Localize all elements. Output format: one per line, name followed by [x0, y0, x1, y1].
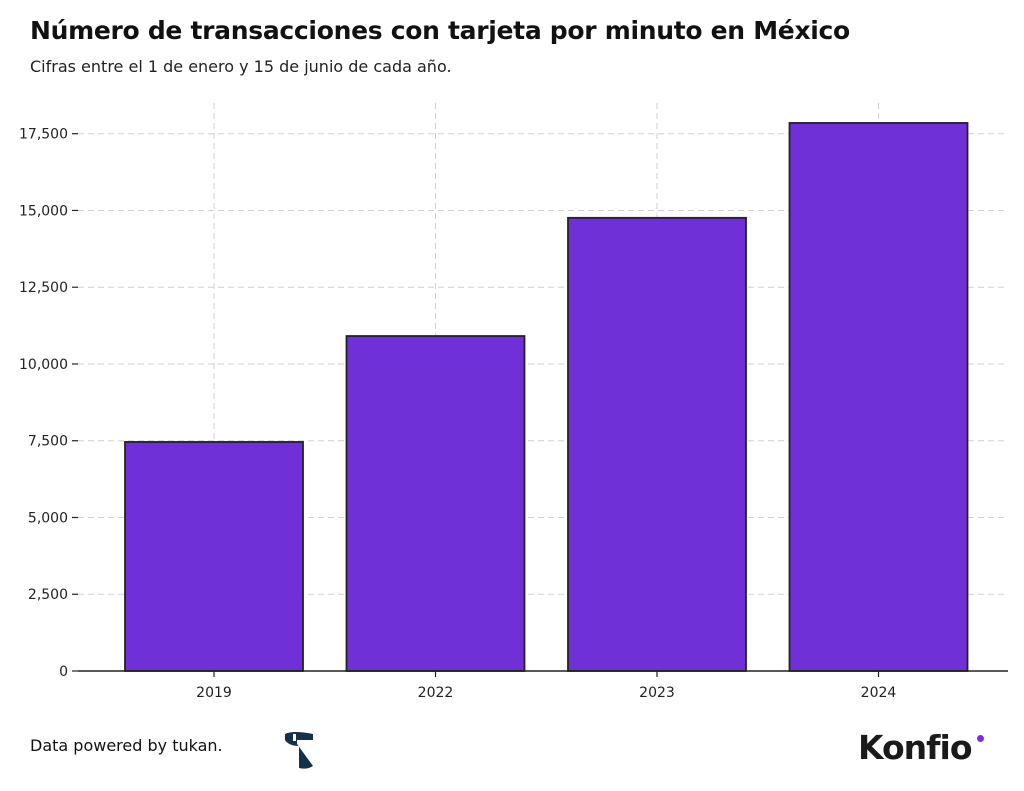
x-tick-label: 2023	[639, 685, 675, 701]
y-tick-label: 7,500	[28, 434, 68, 450]
chart-subtitle: Cifras entre el 1 de enero y 15 de junio…	[30, 57, 452, 76]
bars	[124, 122, 969, 672]
y-tick-label: 17,500	[19, 127, 68, 143]
y-tick-label: 2,500	[28, 587, 68, 603]
bar-2022	[345, 335, 526, 672]
y-tick-label: 15,000	[19, 203, 68, 219]
y-tick-label: 5,000	[28, 510, 68, 526]
y-tick-label: 0	[59, 664, 68, 680]
bar-2023	[567, 216, 747, 672]
konfio-logo: Konfio	[858, 728, 972, 767]
konfio-logo-dot	[977, 735, 984, 742]
bar-2019	[124, 441, 304, 672]
x-tick-label: 2019	[196, 685, 232, 701]
axes: 0 2,500 5,000 7,500 10,000 12,500 15,000 17,500…	[19, 127, 1008, 701]
bar-2024	[788, 122, 969, 672]
x-tick-label: 2024	[861, 685, 897, 701]
y-tick-label: 10,000	[19, 357, 68, 373]
x-tick-label: 2022	[418, 685, 454, 701]
data-credit: Data powered by tukan.	[30, 736, 223, 755]
tukan-logo-icon	[285, 732, 313, 769]
y-tick-label: 12,500	[19, 280, 68, 296]
chart-title: Número de transacciones con tarjeta por …	[30, 16, 850, 45]
